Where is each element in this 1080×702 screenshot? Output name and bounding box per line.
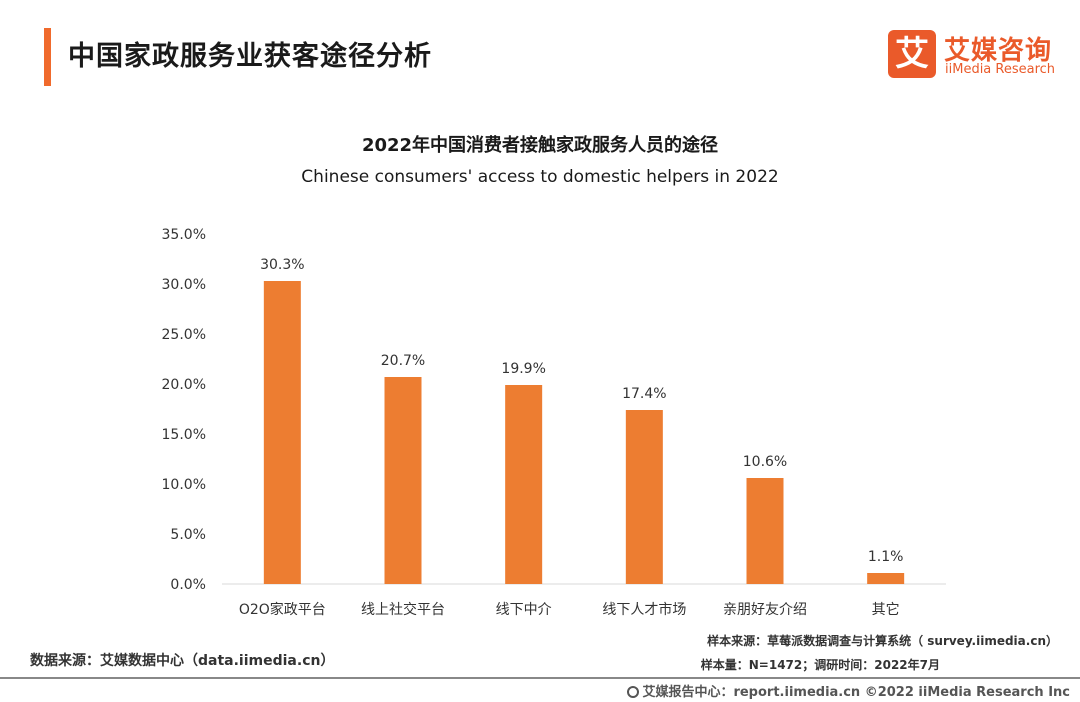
data-label: 17.4%	[622, 386, 666, 402]
y-tick-label: 5.0%	[170, 527, 206, 543]
data-label: 30.3%	[260, 257, 304, 273]
data-label: 19.9%	[501, 361, 545, 377]
data-label: 1.1%	[868, 549, 904, 565]
sample-source: 样本来源：草莓派数据调查与计算系统（ survey.iimedia.cn）	[707, 634, 1058, 648]
y-tick-label: 15.0%	[162, 427, 206, 443]
x-tick-label: 其它	[872, 601, 900, 618]
x-tick-label: O2O家政平台	[239, 601, 326, 618]
x-tick-label: 亲朋好友介绍	[723, 602, 807, 618]
chart-subtitle: Chinese consumers' access to domestic he…	[301, 167, 779, 187]
x-tick-label: 线上社交平台	[361, 601, 445, 618]
y-tick-label: 20.0%	[162, 377, 206, 393]
globe-icon	[627, 686, 640, 698]
y-tick-label: 10.0%	[162, 477, 206, 493]
footer-report-center: 艾媒报告中心：report.iimedia.cn ©2022 iiMedia R…	[627, 681, 1070, 700]
data-label: 10.6%	[743, 454, 787, 470]
page-title: 中国家政服务业获客途径分析	[68, 41, 432, 72]
logo-text-en: iiMedia Research	[945, 62, 1056, 77]
data-source: 数据来源：艾媒数据中心（data.iimedia.cn）	[30, 653, 335, 669]
footer-divider	[0, 677, 1080, 679]
chart-title: 2022年中国消费者接触家政服务人员的途径	[361, 135, 719, 156]
y-tick-label: 30.0%	[162, 277, 206, 293]
bar	[263, 281, 301, 584]
bar	[384, 377, 422, 584]
x-tick-label: 线下人才市场	[602, 601, 686, 618]
y-tick-label: 25.0%	[162, 327, 206, 343]
y-tick-label: 35.0%	[162, 227, 206, 243]
bar	[505, 385, 543, 584]
y-tick-label: 0.0%	[170, 577, 206, 593]
bar	[746, 478, 784, 584]
x-tick-label: 线下中介	[496, 602, 552, 618]
bar	[867, 573, 905, 584]
bar	[625, 410, 663, 584]
logo-mark-icon: 艾	[888, 30, 936, 78]
data-label: 20.7%	[381, 353, 425, 369]
sample-size: 样本量：N=1472；调研时间：2022年7月	[700, 658, 940, 672]
logo-text-cn: 艾媒咨询	[944, 36, 1053, 66]
iimedia-logo: 艾 艾媒咨询 iiMedia Research	[888, 30, 1058, 82]
report-center-text: 艾媒报告中心：report.iimedia.cn ©2022 iiMedia R…	[642, 685, 1070, 700]
title-accent-bar	[44, 28, 51, 86]
